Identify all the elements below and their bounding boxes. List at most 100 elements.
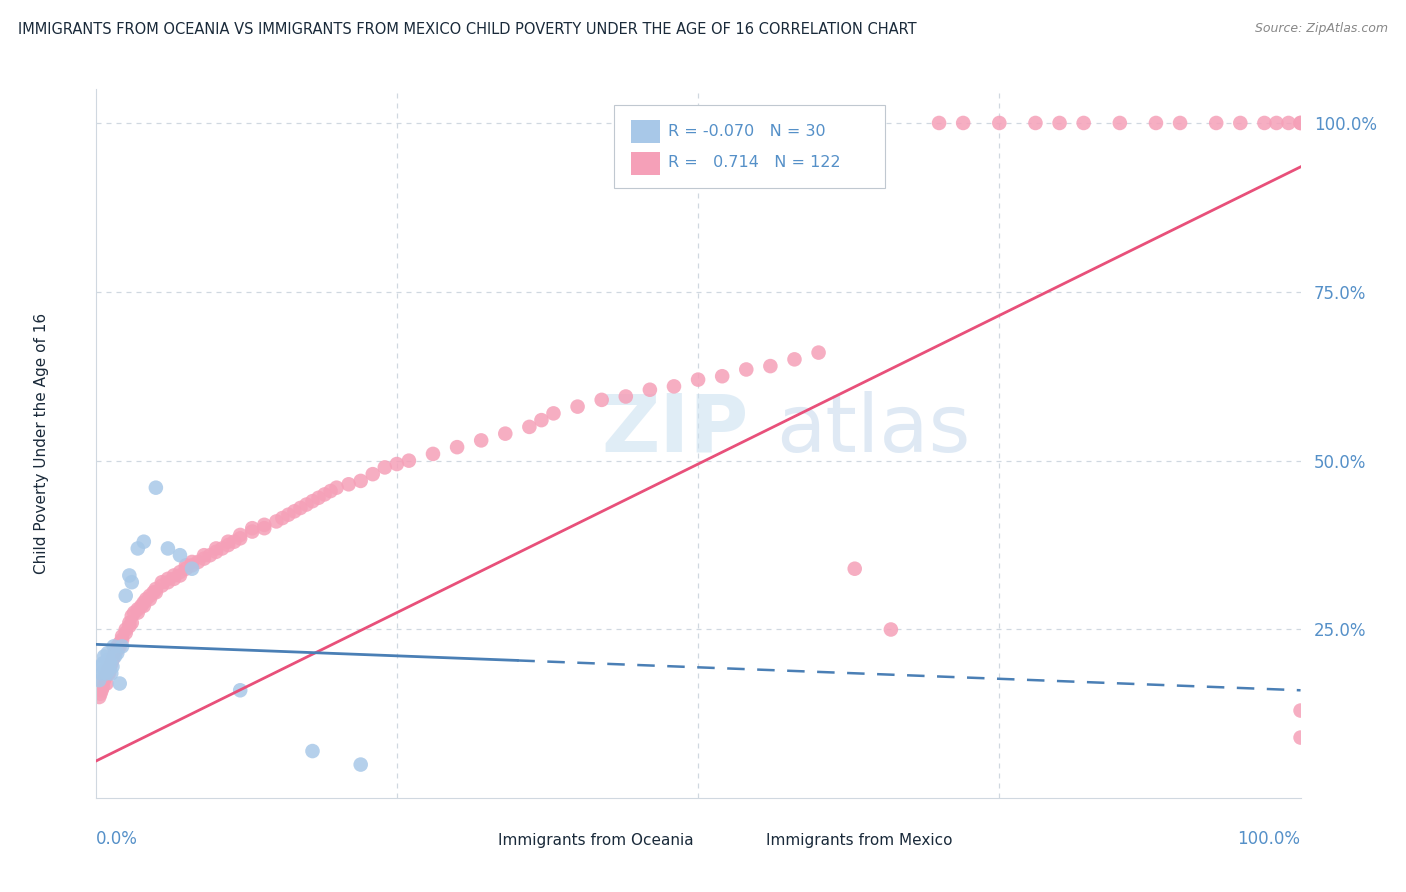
Point bbox=[96, 666, 118, 681]
Point bbox=[530, 413, 553, 427]
Point bbox=[295, 498, 318, 512]
Point bbox=[229, 683, 252, 698]
Point bbox=[844, 562, 866, 576]
Point bbox=[686, 373, 709, 387]
Point bbox=[229, 532, 252, 546]
Point bbox=[1277, 116, 1299, 130]
Point bbox=[1289, 116, 1312, 130]
Point bbox=[156, 572, 179, 586]
Point bbox=[139, 589, 162, 603]
Point bbox=[105, 642, 128, 657]
Text: Child Poverty Under the Age of 16: Child Poverty Under the Age of 16 bbox=[34, 313, 49, 574]
Point bbox=[325, 481, 347, 495]
Point bbox=[135, 592, 157, 607]
Point bbox=[319, 483, 342, 498]
Point bbox=[1289, 731, 1312, 745]
Point bbox=[181, 555, 204, 569]
Point bbox=[1073, 116, 1095, 130]
Point bbox=[1168, 116, 1191, 130]
Point bbox=[277, 508, 299, 522]
Point bbox=[181, 558, 204, 573]
Point bbox=[108, 640, 131, 654]
Point bbox=[156, 575, 179, 590]
Point bbox=[591, 392, 613, 407]
Point bbox=[111, 629, 134, 643]
Point bbox=[271, 511, 294, 525]
Point bbox=[100, 657, 122, 671]
Point bbox=[350, 757, 373, 772]
Point bbox=[169, 565, 191, 579]
Text: ZIP: ZIP bbox=[602, 391, 749, 468]
FancyBboxPatch shape bbox=[614, 104, 884, 188]
Point bbox=[398, 453, 420, 467]
Point bbox=[145, 582, 167, 596]
Point bbox=[97, 663, 120, 677]
Point bbox=[89, 659, 111, 673]
Point bbox=[229, 528, 252, 542]
Point bbox=[205, 545, 228, 559]
Point bbox=[97, 653, 120, 667]
Point bbox=[118, 568, 141, 582]
Point bbox=[567, 400, 589, 414]
Point bbox=[98, 659, 121, 673]
FancyBboxPatch shape bbox=[735, 831, 759, 850]
Point bbox=[181, 562, 204, 576]
Point bbox=[101, 659, 124, 673]
Point bbox=[104, 649, 127, 664]
Point bbox=[91, 680, 114, 694]
Point bbox=[928, 116, 950, 130]
Point bbox=[350, 474, 373, 488]
Point bbox=[301, 494, 323, 508]
Point bbox=[638, 383, 661, 397]
Point bbox=[94, 670, 117, 684]
Point bbox=[614, 389, 637, 403]
Point bbox=[1289, 116, 1312, 130]
Point bbox=[132, 534, 155, 549]
Point bbox=[217, 538, 239, 552]
Point bbox=[290, 500, 312, 515]
Text: atlas: atlas bbox=[776, 391, 970, 468]
FancyBboxPatch shape bbox=[468, 831, 492, 850]
Point bbox=[253, 517, 276, 532]
Point bbox=[89, 673, 111, 688]
Point bbox=[114, 626, 136, 640]
Point bbox=[374, 460, 396, 475]
Point bbox=[283, 504, 305, 518]
Point bbox=[142, 585, 165, 599]
Point bbox=[211, 541, 233, 556]
Point bbox=[217, 534, 239, 549]
Point bbox=[131, 599, 153, 613]
Point bbox=[127, 606, 149, 620]
Point bbox=[807, 345, 830, 359]
Text: 100.0%: 100.0% bbox=[1237, 830, 1301, 848]
Point bbox=[266, 515, 288, 529]
Point bbox=[337, 477, 360, 491]
Point bbox=[114, 623, 136, 637]
Point bbox=[90, 683, 112, 698]
Point bbox=[205, 541, 228, 556]
Point bbox=[735, 362, 758, 376]
Point bbox=[90, 666, 112, 681]
Point bbox=[121, 615, 143, 630]
Point bbox=[96, 676, 118, 690]
Point bbox=[314, 487, 336, 501]
Point bbox=[132, 599, 155, 613]
Point bbox=[470, 434, 492, 448]
Point bbox=[1205, 116, 1227, 130]
Point bbox=[759, 359, 782, 373]
Point bbox=[97, 666, 120, 681]
Point bbox=[118, 619, 141, 633]
Point bbox=[361, 467, 384, 482]
Point bbox=[89, 687, 111, 701]
Point bbox=[127, 602, 149, 616]
FancyBboxPatch shape bbox=[631, 153, 659, 175]
Point bbox=[101, 653, 124, 667]
Point bbox=[97, 663, 120, 677]
Point bbox=[104, 646, 127, 660]
Point bbox=[1229, 116, 1251, 130]
Point bbox=[253, 521, 276, 535]
Point bbox=[103, 649, 125, 664]
Point bbox=[711, 369, 734, 384]
Point bbox=[98, 657, 121, 671]
Point bbox=[118, 615, 141, 630]
